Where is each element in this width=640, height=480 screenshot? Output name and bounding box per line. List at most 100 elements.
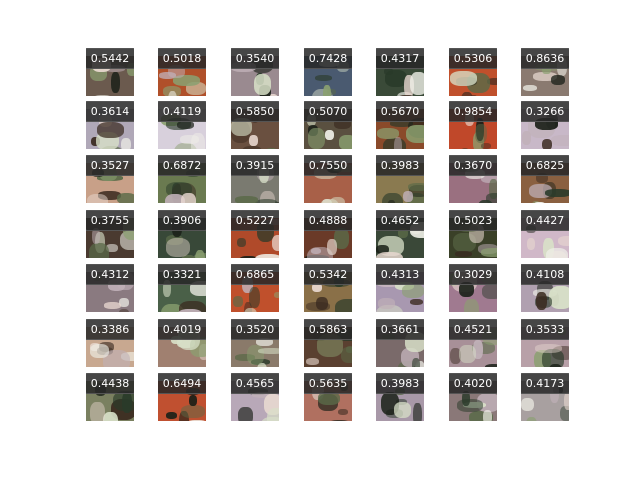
texture-blob (402, 284, 424, 298)
score-badge: 0.3540 (231, 48, 279, 69)
texture-blob (542, 139, 552, 149)
texture-blob (522, 131, 531, 145)
texture-blob (231, 118, 252, 136)
texture-blob (536, 173, 548, 183)
texture-blob (103, 412, 118, 421)
sample-tile: 0.6865 (231, 264, 279, 312)
texture-blob (237, 238, 246, 247)
texture-blob (477, 200, 494, 203)
texture-blob (462, 391, 470, 406)
texture-blob (376, 252, 403, 258)
score-badge: 0.6865 (231, 264, 279, 285)
texture-blob (173, 75, 200, 86)
sample-tile: 0.4438 (86, 373, 134, 421)
texture-blob (394, 402, 411, 418)
texture-blob (339, 135, 352, 149)
texture-blob (237, 256, 260, 258)
score-badge: 0.5342 (304, 264, 352, 285)
texture-blob (103, 350, 130, 367)
texture-blob (92, 228, 100, 244)
sample-tile: 0.6872 (158, 155, 206, 203)
texture-blob (179, 411, 189, 421)
sample-tile: 0.5670 (376, 101, 424, 149)
score-badge: 0.6872 (158, 155, 206, 176)
texture-blob (413, 403, 422, 421)
texture-blob (177, 121, 194, 129)
sample-tile: 0.3029 (449, 264, 497, 312)
sample-tile: 0.3915 (231, 155, 279, 203)
texture-blob (267, 408, 279, 421)
texture-blob (412, 358, 420, 367)
sample-tile: 0.3533 (521, 319, 569, 367)
texture-blob (249, 287, 260, 308)
texture-blob (395, 95, 418, 96)
texture-blob (266, 94, 279, 96)
sample-tile: 0.4521 (449, 319, 497, 367)
sample-tile: 0.3983 (376, 373, 424, 421)
texture-blob (258, 348, 279, 354)
sample-tile: 0.3527 (86, 155, 134, 203)
texture-blob (535, 344, 562, 353)
texture-blob (327, 239, 337, 255)
texture-blob (551, 75, 565, 85)
texture-blob (165, 194, 185, 203)
texture-blob (464, 299, 479, 312)
texture-blob (163, 280, 171, 297)
score-badge: 0.3906 (158, 210, 206, 231)
sample-tile: 0.3321 (158, 264, 206, 312)
texture-blob (404, 75, 414, 96)
texture-blob (459, 345, 476, 363)
texture-blob (111, 72, 120, 93)
score-badge: 0.6494 (158, 373, 206, 394)
texture-blob (256, 338, 273, 346)
score-badge: 0.5306 (449, 48, 497, 69)
texture-blob (177, 309, 203, 312)
texture-blob (384, 68, 393, 75)
texture-blob (238, 407, 253, 421)
texture-blob (252, 392, 278, 398)
texture-blob (526, 417, 537, 421)
texture-blob (235, 196, 258, 203)
sample-tile: 0.3614 (86, 101, 134, 149)
score-badge: 0.4312 (86, 264, 134, 285)
texture-blob (113, 391, 134, 411)
score-badge: 0.5018 (158, 48, 206, 69)
sample-tile: 0.3755 (86, 210, 134, 258)
texture-blob (95, 232, 105, 253)
texture-blob (127, 63, 134, 76)
texture-blob (410, 72, 424, 95)
texture-blob (551, 135, 569, 146)
texture-blob (378, 298, 395, 309)
texture-blob (536, 292, 547, 310)
texture-blob (89, 243, 109, 258)
texture-blob (92, 95, 113, 96)
score-badge: 0.4108 (521, 264, 569, 285)
score-badge: 0.5863 (304, 319, 352, 340)
sample-tile: 0.4565 (231, 373, 279, 421)
texture-blob (489, 179, 497, 199)
sample-tile: 0.6825 (521, 155, 569, 203)
sample-tile: 0.5342 (304, 264, 352, 312)
texture-blob (244, 302, 252, 312)
sample-tile: 0.6494 (158, 373, 206, 421)
texture-blob (320, 199, 339, 203)
score-badge: 0.3670 (449, 155, 497, 176)
score-badge: 0.3520 (231, 319, 279, 340)
texture-blob (545, 189, 569, 197)
texture-blob (184, 420, 206, 421)
texture-blob (266, 148, 277, 149)
texture-blob (121, 138, 131, 149)
score-badge: 0.4317 (376, 48, 424, 69)
texture-blob (335, 299, 352, 312)
texture-blob (189, 395, 197, 406)
texture-blob (306, 302, 330, 311)
sample-tile: 0.5635 (304, 373, 352, 421)
texture-blob (179, 301, 206, 312)
score-badge: 0.5850 (231, 101, 279, 122)
texture-blob (527, 238, 535, 250)
score-badge: 0.5070 (304, 101, 352, 122)
texture-blob (481, 143, 491, 149)
texture-blob (455, 251, 472, 257)
texture-blob (407, 193, 424, 203)
texture-blob (461, 92, 473, 96)
